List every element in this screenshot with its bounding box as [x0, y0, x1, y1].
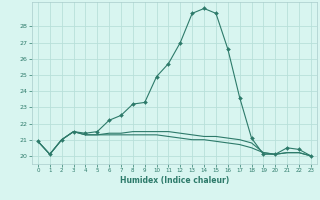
X-axis label: Humidex (Indice chaleur): Humidex (Indice chaleur) — [120, 176, 229, 185]
